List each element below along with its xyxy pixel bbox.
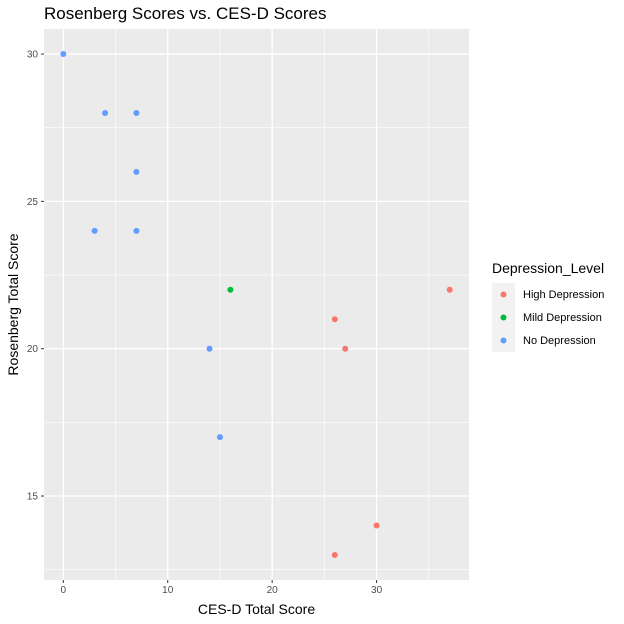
- data-point: [227, 286, 234, 293]
- x-tick-label: 0: [61, 585, 67, 596]
- legend-swatch: [500, 314, 507, 321]
- data-point: [133, 109, 140, 116]
- data-point: [373, 522, 380, 529]
- legend-label: Mild Depression: [523, 312, 602, 324]
- plot-panel: [44, 29, 469, 580]
- x-tick-label: 10: [162, 585, 174, 596]
- axis-ticks: 0 10 20 30 15 20 25 30: [27, 50, 383, 596]
- data-point: [331, 551, 338, 558]
- legend-swatch: [500, 337, 507, 344]
- data-points: [60, 51, 453, 558]
- legend: Depression_Level High Depression Mild Dep…: [492, 260, 604, 352]
- data-point: [216, 434, 223, 441]
- x-axis-title: CES-D Total Score: [198, 601, 315, 617]
- x-tick-label: 20: [267, 585, 279, 596]
- data-point: [206, 345, 213, 352]
- legend-label: High Depression: [523, 289, 604, 301]
- legend-title: Depression_Level: [492, 260, 604, 276]
- y-tick-label: 30: [27, 50, 39, 61]
- data-point: [446, 286, 453, 293]
- legend-swatch: [500, 291, 507, 298]
- legend-label: No Depression: [523, 335, 596, 347]
- data-point: [331, 316, 338, 323]
- y-axis-title: Rosenberg Total Score: [5, 233, 21, 375]
- y-tick-label: 25: [27, 197, 39, 208]
- chart-title: Rosenberg Scores vs. CES-D Scores: [44, 4, 327, 23]
- data-point: [91, 227, 98, 234]
- grid: [44, 29, 469, 580]
- data-point: [60, 51, 67, 58]
- data-point: [133, 227, 140, 234]
- y-tick-label: 15: [27, 492, 39, 503]
- y-tick-label: 20: [27, 344, 39, 355]
- data-point: [102, 109, 109, 116]
- data-point: [342, 345, 349, 352]
- data-point: [133, 168, 140, 175]
- x-tick-label: 30: [371, 585, 383, 596]
